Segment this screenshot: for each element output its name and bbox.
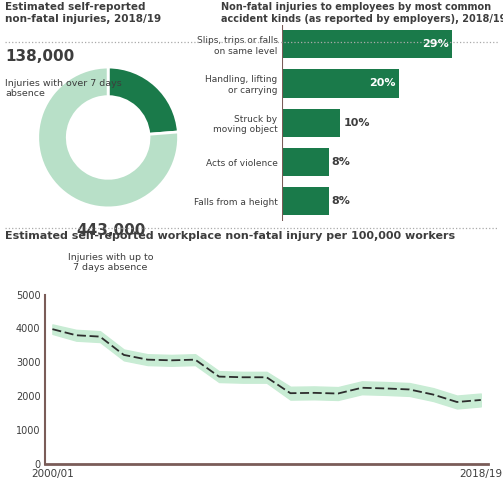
Text: Estimated self-reported
non-fatal injuries, 2018/19: Estimated self-reported non-fatal injuri…: [5, 2, 161, 24]
Text: 8%: 8%: [331, 157, 351, 167]
Text: Injuries with over 7 days
absence: Injuries with over 7 days absence: [5, 79, 122, 98]
Wedge shape: [38, 67, 179, 208]
Bar: [282, 109, 341, 137]
Text: Injuries with up to
7 days absence: Injuries with up to 7 days absence: [68, 253, 153, 273]
Bar: [282, 187, 328, 216]
Bar: [282, 69, 399, 98]
Text: 29%: 29%: [422, 39, 449, 49]
Text: 138,000: 138,000: [5, 49, 74, 64]
Text: 20%: 20%: [370, 79, 396, 88]
Bar: [282, 30, 452, 58]
Text: Estimated self-reported workplace non-fatal injury per 100,000 workers: Estimated self-reported workplace non-fa…: [5, 231, 455, 241]
Text: 10%: 10%: [343, 118, 370, 128]
Text: 443,000: 443,000: [76, 223, 145, 239]
Text: Non-fatal injuries to employees by most common
accident kinds (as reported by em: Non-fatal injuries to employees by most …: [221, 2, 503, 24]
Text: 8%: 8%: [331, 196, 351, 206]
Wedge shape: [108, 67, 179, 134]
Bar: [282, 148, 328, 176]
